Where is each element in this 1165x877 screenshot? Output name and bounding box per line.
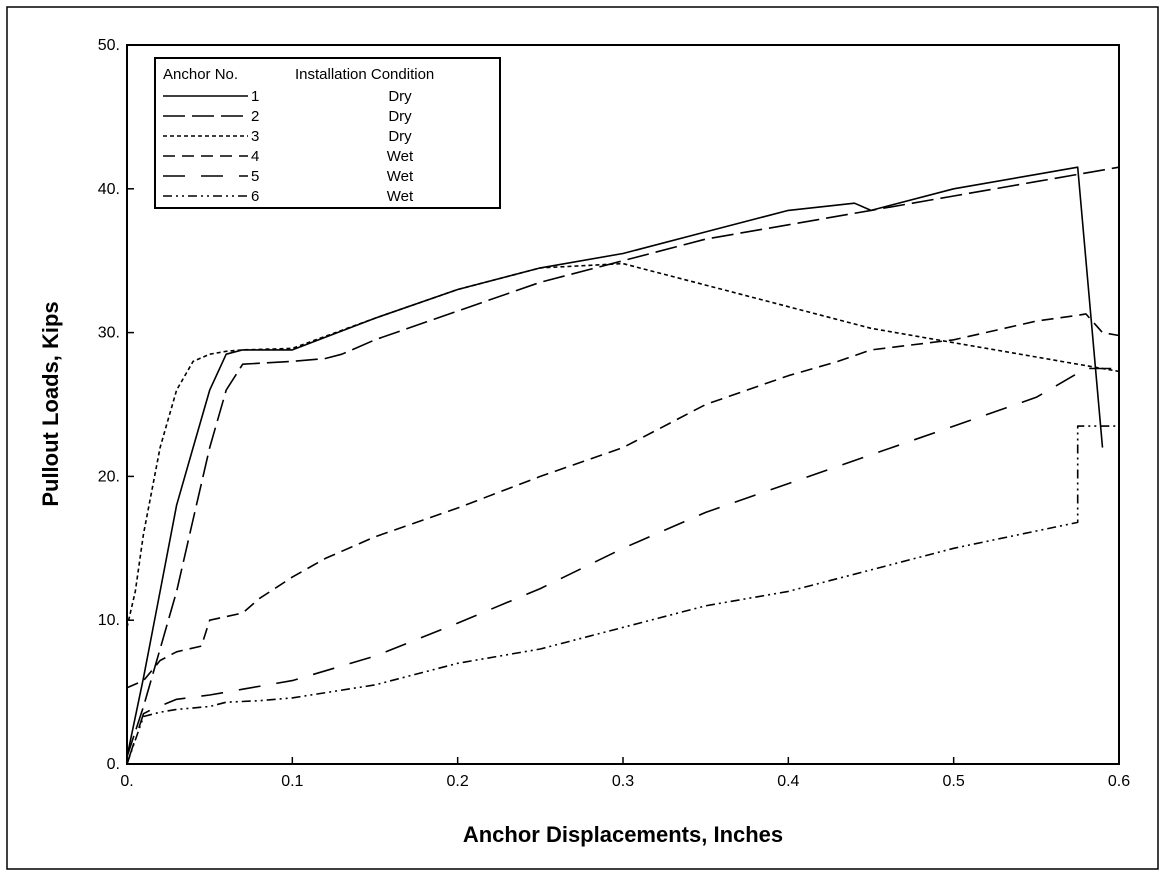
series-line-anchor-1 xyxy=(126,166,1104,757)
legend-box xyxy=(154,57,501,209)
legend-installation-condition: Dry xyxy=(388,108,412,125)
y-tick-label: 40. xyxy=(98,181,120,198)
legend-header-anchor-no: Anchor No. xyxy=(163,66,238,83)
legend-anchor-number: 5 xyxy=(251,168,259,185)
legend-header-installation-condition: Installation Condition xyxy=(295,66,434,83)
legend-installation-condition: Wet xyxy=(387,148,414,165)
x-tick-label: 0.2 xyxy=(447,773,469,790)
legend-entries: 1 Dry 2 Dry 3 Dry 4 Wet 5 Wet 6 Wet xyxy=(163,88,414,205)
x-tick-label: 0.3 xyxy=(612,773,634,790)
series-line-anchor-6 xyxy=(126,425,1119,765)
y-tick-label: 20. xyxy=(98,468,120,485)
legend-anchor-number: 1 xyxy=(251,88,259,105)
x-tick-label: 0.4 xyxy=(777,773,799,790)
series-line-anchor-3 xyxy=(126,262,1120,628)
x-tick-label: 0.1 xyxy=(281,773,303,790)
series-line-anchor-5 xyxy=(126,367,1119,765)
x-tick-label: 0.6 xyxy=(1108,773,1130,790)
legend-anchor-number: 6 xyxy=(251,188,259,205)
x-tick-label: 0. xyxy=(120,773,133,790)
y-axis-title: Pullout Loads, Kips xyxy=(38,301,63,506)
series-line-anchor-2 xyxy=(126,166,1120,758)
legend-installation-condition: Wet xyxy=(387,168,414,185)
legend: Anchor No. Installation Condition 1 Dry 2 D… xyxy=(154,57,501,209)
legend-anchor-number: 3 xyxy=(251,128,259,145)
x-axis-title: Anchor Displacements, Inches xyxy=(463,822,783,847)
legend-installation-condition: Wet xyxy=(387,188,414,205)
series-line-anchor-4 xyxy=(126,313,1120,689)
legend-anchor-number: 2 xyxy=(251,108,259,125)
legend-anchor-number: 4 xyxy=(251,148,259,165)
legend-installation-condition: Dry xyxy=(388,128,412,145)
y-tick-label: 50. xyxy=(98,37,120,54)
x-tick-label: 0.5 xyxy=(943,773,965,790)
tick-labels: 0. 0.1 0.2 0.3 0.4 0.5 0.6 0. 10. 20. 30. 40. 50. xyxy=(98,37,1130,790)
y-tick-label: 10. xyxy=(98,612,120,629)
y-tick-label: 0. xyxy=(107,756,120,773)
y-tick-label: 30. xyxy=(98,325,120,342)
legend-installation-condition: Dry xyxy=(388,88,412,105)
series-group xyxy=(126,166,1120,765)
